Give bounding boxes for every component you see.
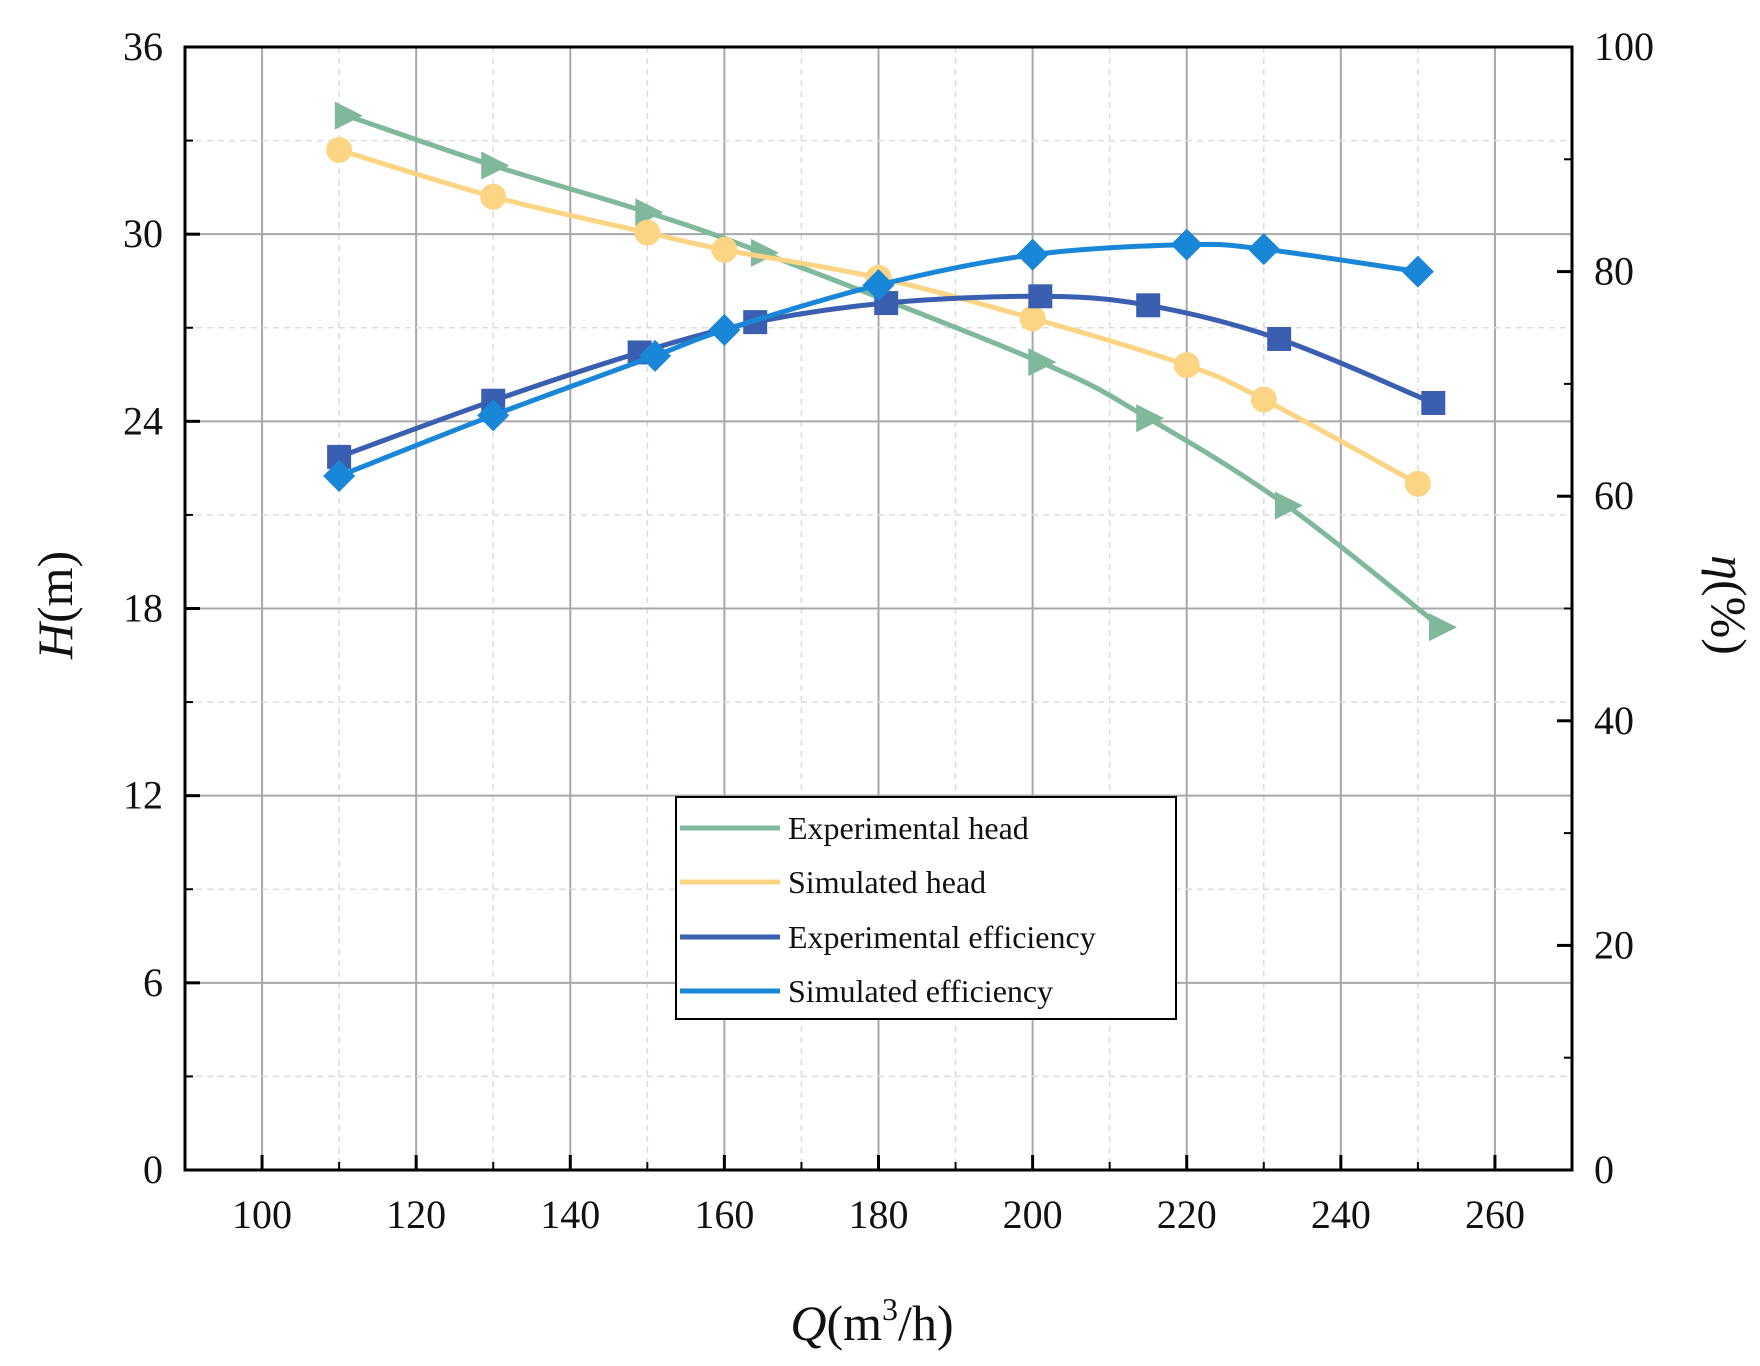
data-point (1019, 305, 1046, 332)
y-right-tick-label: 40 (1594, 698, 1634, 743)
data-point (1136, 404, 1165, 433)
x-tick-label: 220 (1157, 1192, 1217, 1237)
data-point (1429, 613, 1458, 642)
y-left-tick-label: 18 (123, 586, 163, 631)
data-point (708, 313, 741, 346)
y-left-tick-label: 24 (123, 398, 163, 443)
y-left-axis-var: H (27, 620, 83, 660)
x-tick-label: 120 (386, 1192, 446, 1237)
data-point (1136, 293, 1161, 318)
data-point (481, 151, 510, 180)
data-point (1421, 390, 1446, 415)
y-right-tick-label: 20 (1594, 922, 1634, 967)
legend: Experimental head Simulated head Experim… (675, 796, 1177, 1020)
ticks (184, 45, 1572, 1172)
x-tick-label: 180 (849, 1192, 909, 1237)
y-right-axis-var: η (1701, 555, 1757, 580)
data-point (1028, 284, 1053, 309)
data-point (711, 236, 738, 263)
y-left-tick-label: 0 (143, 1147, 163, 1192)
legend-label-experimental-head: Experimental head (788, 810, 1029, 846)
data-point (634, 219, 661, 246)
x-axis-unit-sup: 3 (882, 1291, 898, 1327)
data-point (862, 269, 895, 302)
y-right-tick-label: 60 (1594, 473, 1634, 518)
data-point (1170, 228, 1203, 261)
y-right-tick-label: 100 (1594, 24, 1654, 69)
legend-label-simulated-efficiency: Simulated efficiency (788, 973, 1053, 1009)
data-point (1016, 238, 1049, 271)
x-tick-label: 100 (232, 1192, 292, 1237)
data-point (334, 101, 363, 130)
y-right-tick-label: 0 (1594, 1147, 1614, 1192)
x-axis-var: Q (790, 1295, 826, 1351)
series-layer (323, 101, 1458, 642)
data-point (1028, 348, 1057, 377)
data-point (1274, 491, 1303, 520)
series-experimental-head (334, 101, 1458, 642)
data-point (1250, 386, 1277, 413)
y-left-tick-label: 6 (143, 960, 163, 1005)
x-axis-unit-post: /h) (898, 1295, 954, 1351)
series-simulated-efficiency (323, 228, 1434, 492)
x-tick-label: 160 (694, 1192, 754, 1237)
x-tick-label: 240 (1311, 1192, 1371, 1237)
data-point (477, 399, 510, 432)
y-left-tick-label: 30 (123, 211, 163, 256)
data-point (1247, 233, 1280, 266)
data-point (480, 183, 507, 210)
y-left-axis-title: H(m) (27, 551, 83, 660)
y-right-tick-label: 80 (1594, 249, 1634, 294)
x-axis-unit-pre: (m (827, 1295, 883, 1351)
data-point (326, 136, 353, 163)
legend-label-simulated-head: Simulated head (788, 864, 986, 900)
legend-box (675, 796, 1177, 1020)
data-point (323, 459, 356, 492)
data-point (750, 238, 779, 267)
y-left-tick-label: 12 (123, 773, 163, 818)
y-left-tick-label: 36 (123, 24, 163, 69)
tick-labels: 100 120 140 160 180 200 220 240 260 0 6 12 18 24 30 36 0… (123, 24, 1654, 1237)
y-right-axis-unit: (%) (1701, 580, 1757, 655)
legend-label-experimental-efficiency: Experimental efficiency (788, 919, 1096, 955)
data-point (1401, 255, 1434, 288)
y-right-axis-title: η(%) (1701, 555, 1757, 655)
data-point (1404, 470, 1431, 497)
x-tick-label: 140 (540, 1192, 600, 1237)
data-point (635, 198, 664, 227)
x-axis-title: Q(m3/h) (790, 1291, 953, 1351)
data-point (639, 339, 672, 372)
series-experimental-efficiency (327, 284, 1446, 469)
y-left-axis-unit: (m) (27, 551, 83, 623)
data-point (1267, 326, 1292, 351)
x-tick-label: 200 (1003, 1192, 1063, 1237)
data-point (1173, 352, 1200, 379)
x-tick-label: 260 (1465, 1192, 1525, 1237)
